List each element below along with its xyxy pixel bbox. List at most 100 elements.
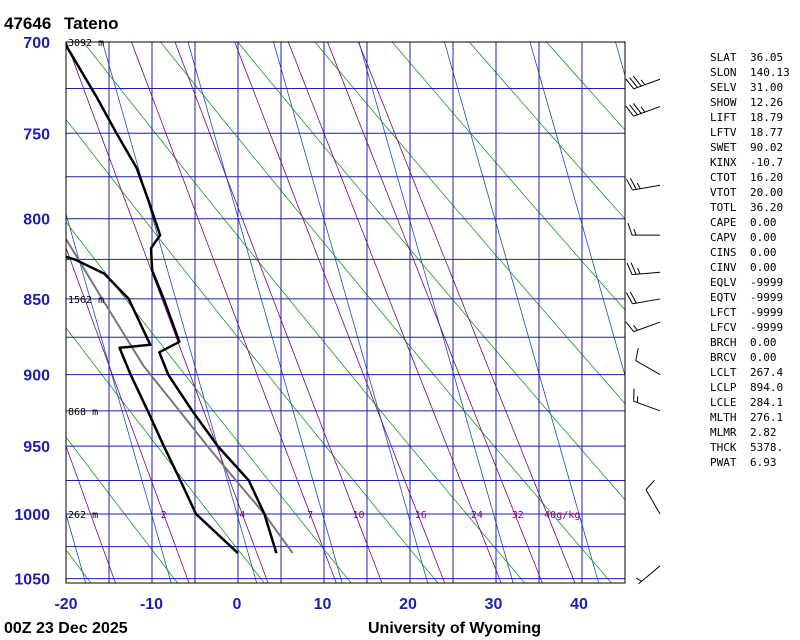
mixing-ratio-label: 40g/kg (544, 510, 580, 521)
index-row: MLTH 276.1 (710, 410, 790, 425)
index-key: LIFT (710, 111, 737, 124)
index-key: LFTV (710, 126, 737, 139)
footer-source: University of Wyoming (368, 620, 541, 637)
wind-barb (626, 262, 661, 276)
plot-frame (65, 41, 626, 584)
dewpoint-profile (66, 255, 239, 555)
temperature-axis-labels: -20 -10 0 10 20 30 40 (54, 596, 588, 613)
mixing-ratio-line (66, 42, 269, 583)
temperature-tick-label: -10 (140, 596, 163, 613)
index-value: -9999 (750, 306, 784, 319)
index-value: -9999 (750, 291, 784, 304)
index-key: EQLV (710, 276, 737, 289)
wind-barb (635, 565, 661, 585)
isotherm-line (187, 42, 343, 583)
mixing-ratio-line (174, 42, 383, 583)
wind-barb (625, 291, 661, 305)
index-row: BRCH 0.00 (710, 335, 790, 350)
wind-barbs (625, 75, 661, 585)
background-lines (66, 42, 625, 583)
index-value: 0.00 (750, 261, 777, 274)
index-value: 0.00 (750, 351, 777, 364)
index-row: PWAT 6.93 (710, 455, 790, 470)
index-row: LFCT -9999 (710, 305, 790, 320)
index-value: 18.77 (750, 126, 784, 139)
stability-indices: SLAT 36.05 SLON 140.13 SELV 31.00 SHOW 12.26 LIF… (710, 50, 790, 470)
pressure-tick-label: 1000 (14, 507, 50, 524)
index-key: MLMR (710, 426, 737, 439)
station-name: Tateno (64, 14, 118, 33)
pressure-tick-label: 1050 (14, 572, 50, 589)
index-key: CINV (710, 261, 737, 274)
index-key: SELV (710, 81, 737, 94)
mixing-ratio-label: 2 (161, 510, 167, 521)
wind-barb (633, 388, 661, 412)
index-row: CINV 0.00 (710, 260, 790, 275)
mixing-ratio-line (287, 42, 502, 583)
profiles (66, 42, 294, 555)
temperature-tick-label: 20 (399, 596, 417, 613)
parcel-path (66, 237, 294, 554)
index-key: LFCV (710, 321, 737, 334)
dry-adiabat (468, 42, 625, 220)
mixing-ratio-label: 24 (471, 510, 483, 521)
isotherm-line (102, 42, 258, 583)
mixing-ratio-label: 16 (415, 510, 427, 521)
dry-adiabat (66, 221, 352, 583)
index-key: SWET (710, 141, 737, 154)
index-value: 0.00 (750, 246, 777, 259)
wind-barb (625, 321, 661, 333)
index-key: PWAT (710, 456, 737, 469)
station-id: 47646 (4, 14, 51, 33)
index-value: -9999 (750, 321, 784, 334)
index-row: EQLV -9999 (710, 275, 790, 290)
pressure-axis-labels: 700 750 800 850 900 950 1000 1050 (14, 35, 50, 589)
index-key: TOTL (710, 201, 737, 214)
index-value: -10.7 (750, 156, 784, 169)
index-value: 140.13 (750, 66, 790, 79)
index-value: 6.93 (750, 456, 777, 469)
index-value: 0.00 (750, 216, 777, 229)
pressure-tick-label: 700 (23, 35, 50, 52)
index-row: CAPE 0.00 (710, 215, 790, 230)
index-value: 284.1 (750, 396, 784, 409)
index-key: SLON (710, 66, 737, 79)
index-key: THCK (710, 441, 737, 454)
height-label: 262 m (68, 510, 98, 521)
index-row: LIFT 18.79 (710, 110, 790, 125)
index-value: 0.00 (750, 231, 777, 244)
wind-barb (627, 222, 660, 236)
index-key: BRCH (710, 336, 737, 349)
index-value: -9999 (750, 276, 784, 289)
index-value: 0.00 (750, 336, 777, 349)
pressure-tick-label: 750 (23, 126, 50, 143)
index-row: LFCV -9999 (710, 320, 790, 335)
index-key: CAPV (710, 231, 737, 244)
mixing-ratio-line (357, 42, 576, 583)
index-row: LCLP 894.0 (710, 380, 790, 395)
wind-barb (645, 479, 661, 515)
mixing-ratio-line (66, 444, 116, 583)
mixing-ratio-line (327, 42, 543, 583)
index-value: 16.20 (750, 171, 784, 184)
index-key: LFCT (710, 306, 737, 319)
index-key: CINS (710, 246, 737, 259)
index-row: EQTV -9999 (710, 290, 790, 305)
index-value: 5378. (750, 441, 784, 454)
dry-adiabat (391, 42, 625, 311)
dry-adiabat (66, 436, 179, 583)
index-value: 267.4 (750, 366, 784, 379)
wind-barb (625, 103, 661, 117)
wind-barb (625, 75, 661, 90)
index-value: 90.02 (750, 141, 784, 154)
isotherm-line (66, 512, 87, 583)
index-value: 36.05 (750, 51, 784, 64)
temperature-tick-label: -20 (54, 596, 77, 613)
index-row: CAPV 0.00 (710, 230, 790, 245)
index-key: SLAT (710, 51, 737, 64)
dry-adiabat (159, 42, 613, 583)
wind-barb (635, 348, 661, 376)
grid (66, 41, 625, 583)
dry-adiabat (82, 42, 526, 583)
